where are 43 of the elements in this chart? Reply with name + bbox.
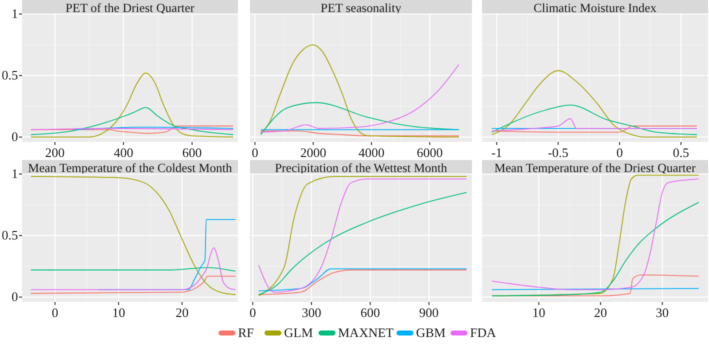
- x-tick-label: 0: [252, 145, 258, 160]
- legend-label: GBM: [416, 325, 446, 340]
- x-tick-label: -0.5: [548, 145, 568, 160]
- line-series: [30, 107, 234, 136]
- legend-label: RF: [238, 325, 254, 340]
- x-tick-label: 10: [112, 305, 126, 320]
- x-tick-label: 6000: [416, 145, 443, 160]
- x-tick-label: 300: [302, 305, 322, 320]
- x-tick-label: 0.5: [672, 145, 690, 160]
- line-series: [30, 276, 236, 294]
- x-tick-label: 0: [616, 145, 623, 160]
- x-tick-label: 20: [176, 305, 189, 320]
- y-tick-label: 0.5: [2, 228, 18, 243]
- x-tick-label: 200: [45, 145, 65, 160]
- x-tick-label: 0: [52, 305, 58, 320]
- x-tick-label: 30: [656, 305, 669, 320]
- line-series: [30, 72, 234, 138]
- legend-label: MAXNET: [338, 325, 394, 340]
- chart-title: Mean Temperature of the Coldest Month: [28, 161, 233, 175]
- chart-title: Mean Temperature of the Driest Quarter: [494, 161, 696, 175]
- chart-title: PET seasonality: [320, 1, 402, 15]
- y-tick-label: 0: [12, 289, 18, 304]
- x-tick-label: 600: [360, 305, 380, 320]
- legend-label: FDA: [470, 325, 497, 340]
- x-tick-label: 20: [594, 305, 608, 320]
- line-series: [30, 176, 236, 296]
- x-tick-label: 4000: [358, 145, 384, 160]
- x-tick-label: 0: [249, 305, 256, 320]
- y-tick-label: 0.5: [2, 68, 18, 83]
- legend-label: GLM: [284, 325, 314, 340]
- chart-title: PET of the Driest Quarter: [66, 1, 196, 15]
- x-tick-label: 900: [419, 305, 439, 320]
- y-tick-label: 1: [12, 166, 18, 181]
- y-tick-label: 0: [12, 129, 18, 144]
- x-tick-label: 400: [114, 145, 134, 160]
- y-tick-label: 1: [12, 6, 18, 21]
- x-tick-label: 10: [532, 305, 546, 320]
- x-tick-label: 600: [182, 145, 202, 160]
- line-series: [30, 247, 236, 290]
- chart-title: Climatic Moisture Index: [534, 1, 658, 15]
- x-tick-label: 2000: [300, 145, 326, 160]
- chart-title: Precipitation of the Wettest Month: [274, 161, 448, 175]
- x-tick-label: -1: [491, 145, 502, 160]
